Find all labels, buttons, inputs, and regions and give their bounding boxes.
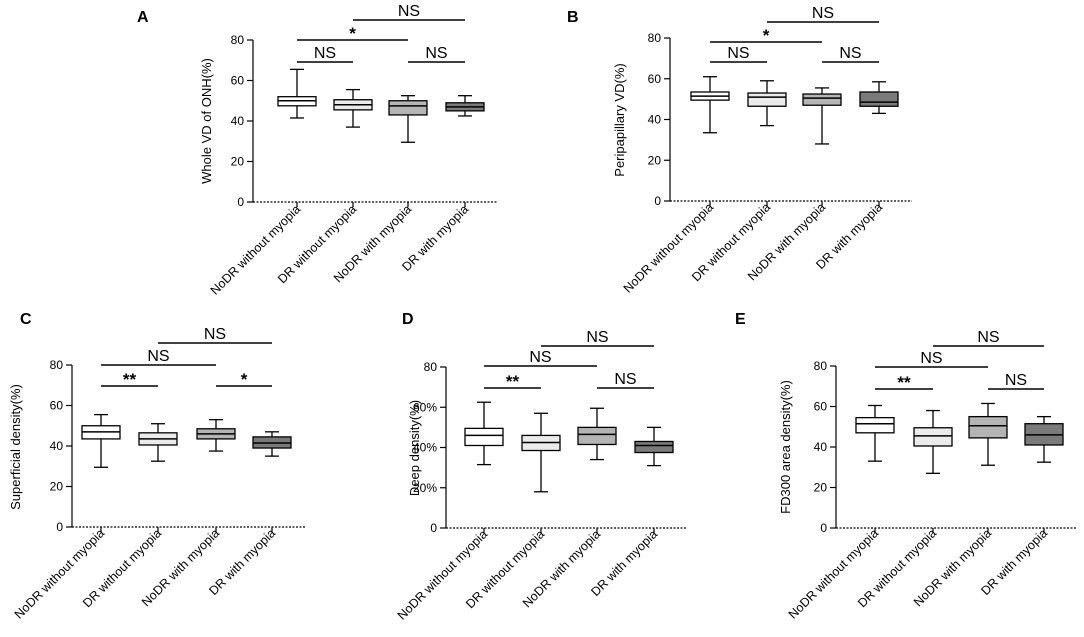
- box-2: [333, 88, 373, 128]
- box-3: [968, 402, 1008, 466]
- significance-label: *: [763, 26, 770, 45]
- significance-label: *: [241, 370, 248, 389]
- y-axis-label: Whole VD of ONH(%): [199, 58, 214, 184]
- box-4: [1024, 415, 1064, 463]
- significance-label: NS: [1005, 372, 1027, 389]
- y-tick-label: 40: [814, 440, 828, 454]
- y-tick-label: 40: [648, 113, 662, 127]
- y-tick-label: 0: [430, 521, 437, 535]
- y-tick-label: 80: [424, 360, 438, 374]
- significance-label: NS: [204, 326, 226, 343]
- box-iqr: [859, 91, 899, 107]
- y-tick-label: 0: [654, 194, 661, 208]
- box-3: [388, 95, 428, 143]
- box-iqr: [464, 427, 504, 447]
- significance-label: NS: [727, 45, 749, 62]
- panel-letter: C: [20, 311, 32, 328]
- y-tick-label: 60: [814, 400, 828, 414]
- box-1: [690, 76, 730, 134]
- significance-label: NS: [147, 348, 169, 365]
- panel-a: A Whole VD of ONH(%) 0 20 40 60 80 NoDR without…: [137, 3, 498, 298]
- box-2: [913, 409, 953, 474]
- significance-label: NS: [839, 45, 861, 62]
- box-iqr: [747, 92, 787, 107]
- box-iqr: [855, 416, 895, 434]
- significance-label: **: [897, 373, 911, 392]
- box-4: [252, 431, 292, 457]
- significance-label: NS: [586, 329, 608, 346]
- y-tick-label: 0: [237, 195, 244, 209]
- y-tick-label: 20: [231, 155, 245, 169]
- box-iqr: [802, 93, 842, 106]
- y-axis-label: Superficial density(%): [8, 384, 23, 510]
- significance-label: **: [123, 370, 137, 389]
- significance-label: NS: [920, 350, 942, 367]
- box-1: [277, 68, 317, 119]
- box-1: [855, 404, 895, 462]
- y-tick-label: 80: [814, 359, 828, 373]
- box-iqr: [913, 427, 953, 447]
- box-2: [747, 80, 787, 127]
- y-tick-label: 80: [648, 31, 662, 45]
- y-tick-label: 60: [50, 399, 64, 413]
- box-iqr: [388, 100, 428, 116]
- box-2: [521, 412, 561, 493]
- box-3: [196, 419, 236, 452]
- box-4: [445, 95, 485, 117]
- y-tick-label: 20: [648, 153, 662, 167]
- significance-label: NS: [425, 45, 447, 62]
- box-2: [138, 423, 178, 462]
- box-1: [81, 413, 121, 468]
- panel-letter: E: [735, 311, 746, 328]
- significance-label: NS: [314, 45, 336, 62]
- panel-letter: A: [137, 9, 149, 26]
- panel-letter: D: [402, 311, 414, 328]
- box-iqr: [577, 426, 617, 446]
- panel-letter: B: [567, 9, 579, 26]
- y-tick-label: 60%: [413, 400, 437, 414]
- box-1: [464, 401, 504, 466]
- significance-label: NS: [812, 5, 834, 22]
- y-tick-label: 20: [814, 481, 828, 495]
- y-tick-label: 40: [231, 114, 245, 128]
- y-axis-label: Deep density(%): [407, 400, 422, 496]
- box-4: [634, 426, 674, 467]
- box-iqr: [968, 415, 1008, 439]
- box-iqr: [634, 440, 674, 454]
- significance-label: NS: [977, 329, 999, 346]
- y-tick-label: 60: [648, 72, 662, 86]
- y-tick-label: 80: [50, 358, 64, 372]
- box-4: [859, 81, 899, 115]
- y-tick-label: 60: [231, 74, 245, 88]
- y-tick-label: 0: [820, 521, 827, 535]
- y-tick-label: 0: [56, 520, 63, 534]
- y-tick-label: 40%: [413, 441, 437, 455]
- y-tick-label: 20%: [413, 481, 437, 495]
- y-axis-label: FD300 area density(%): [778, 380, 793, 514]
- box-3: [577, 407, 617, 461]
- significance-label: **: [506, 372, 520, 391]
- y-tick-label: 40: [50, 439, 64, 453]
- significance-label: NS: [614, 371, 636, 388]
- box-3: [802, 87, 842, 145]
- significance-label: NS: [398, 3, 420, 20]
- x-category-label: NoDR without myopia: [208, 202, 303, 297]
- significance-label: NS: [529, 349, 551, 366]
- y-axis-label: Peripapillary VD(%): [612, 63, 627, 176]
- y-tick-label: 20: [50, 480, 64, 494]
- significance-label: *: [349, 24, 356, 43]
- y-tick-label: 80: [231, 33, 245, 47]
